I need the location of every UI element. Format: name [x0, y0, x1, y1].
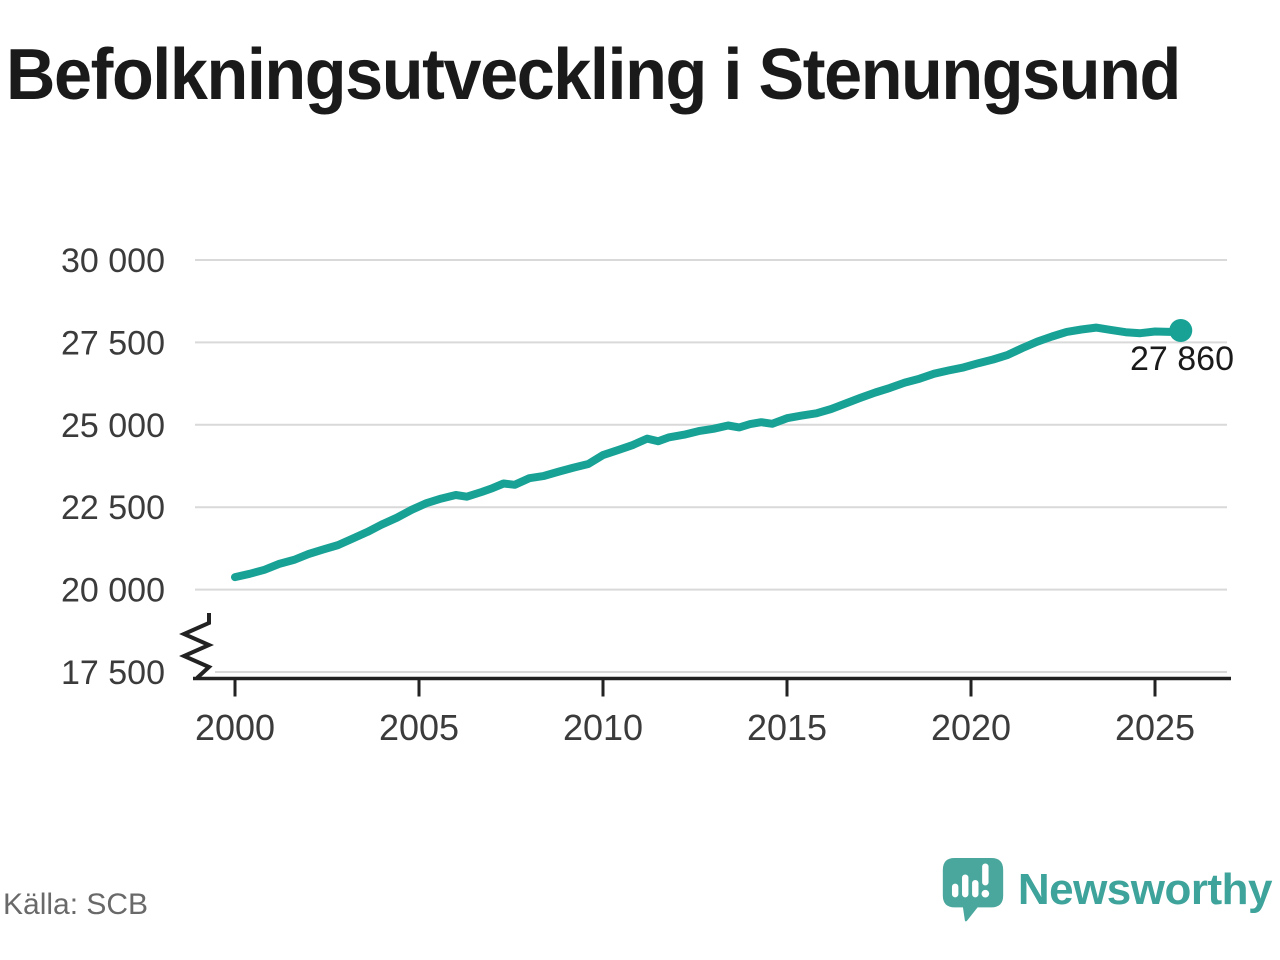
y-tick-label: 27 500 — [61, 324, 165, 362]
logo-bar-medium — [971, 879, 979, 898]
logo-bar-tall — [961, 874, 969, 898]
population-line — [231, 323, 1185, 582]
y-tick-label: 30 000 — [61, 242, 165, 280]
y-tick-label: 17 500 — [61, 654, 165, 692]
source-label: Källa: SCB — [3, 888, 149, 921]
newsworthy-logo-icon — [942, 858, 1003, 922]
logo-bar-short — [951, 883, 959, 898]
x-tick-label: 2010 — [563, 707, 643, 748]
axis-break-icon — [179, 613, 214, 680]
y-tick-label: 25 000 — [61, 407, 165, 445]
chart-title: Befolkningsutveckling i Stenungsund — [6, 35, 1181, 115]
logo-exclamation-dot — [981, 889, 990, 898]
latest-value-label: 27 860 — [1130, 340, 1234, 378]
x-tick-label: 2015 — [747, 707, 827, 748]
y-tick-label: 22 500 — [61, 489, 165, 527]
newsworthy-branding: Newsworthy — [941, 856, 1273, 924]
x-tick-label: 2020 — [931, 707, 1011, 748]
logo-exclamation-bar — [981, 863, 989, 886]
x-tick-label: 2005 — [379, 707, 459, 748]
newsworthy-brand-name: Newsworthy — [1017, 865, 1273, 914]
x-tick-label: 2000 — [195, 707, 275, 748]
end-point-marker — [1169, 319, 1193, 343]
y-tick-label: 20 000 — [61, 572, 165, 610]
x-tick-label: 2025 — [1115, 707, 1195, 748]
